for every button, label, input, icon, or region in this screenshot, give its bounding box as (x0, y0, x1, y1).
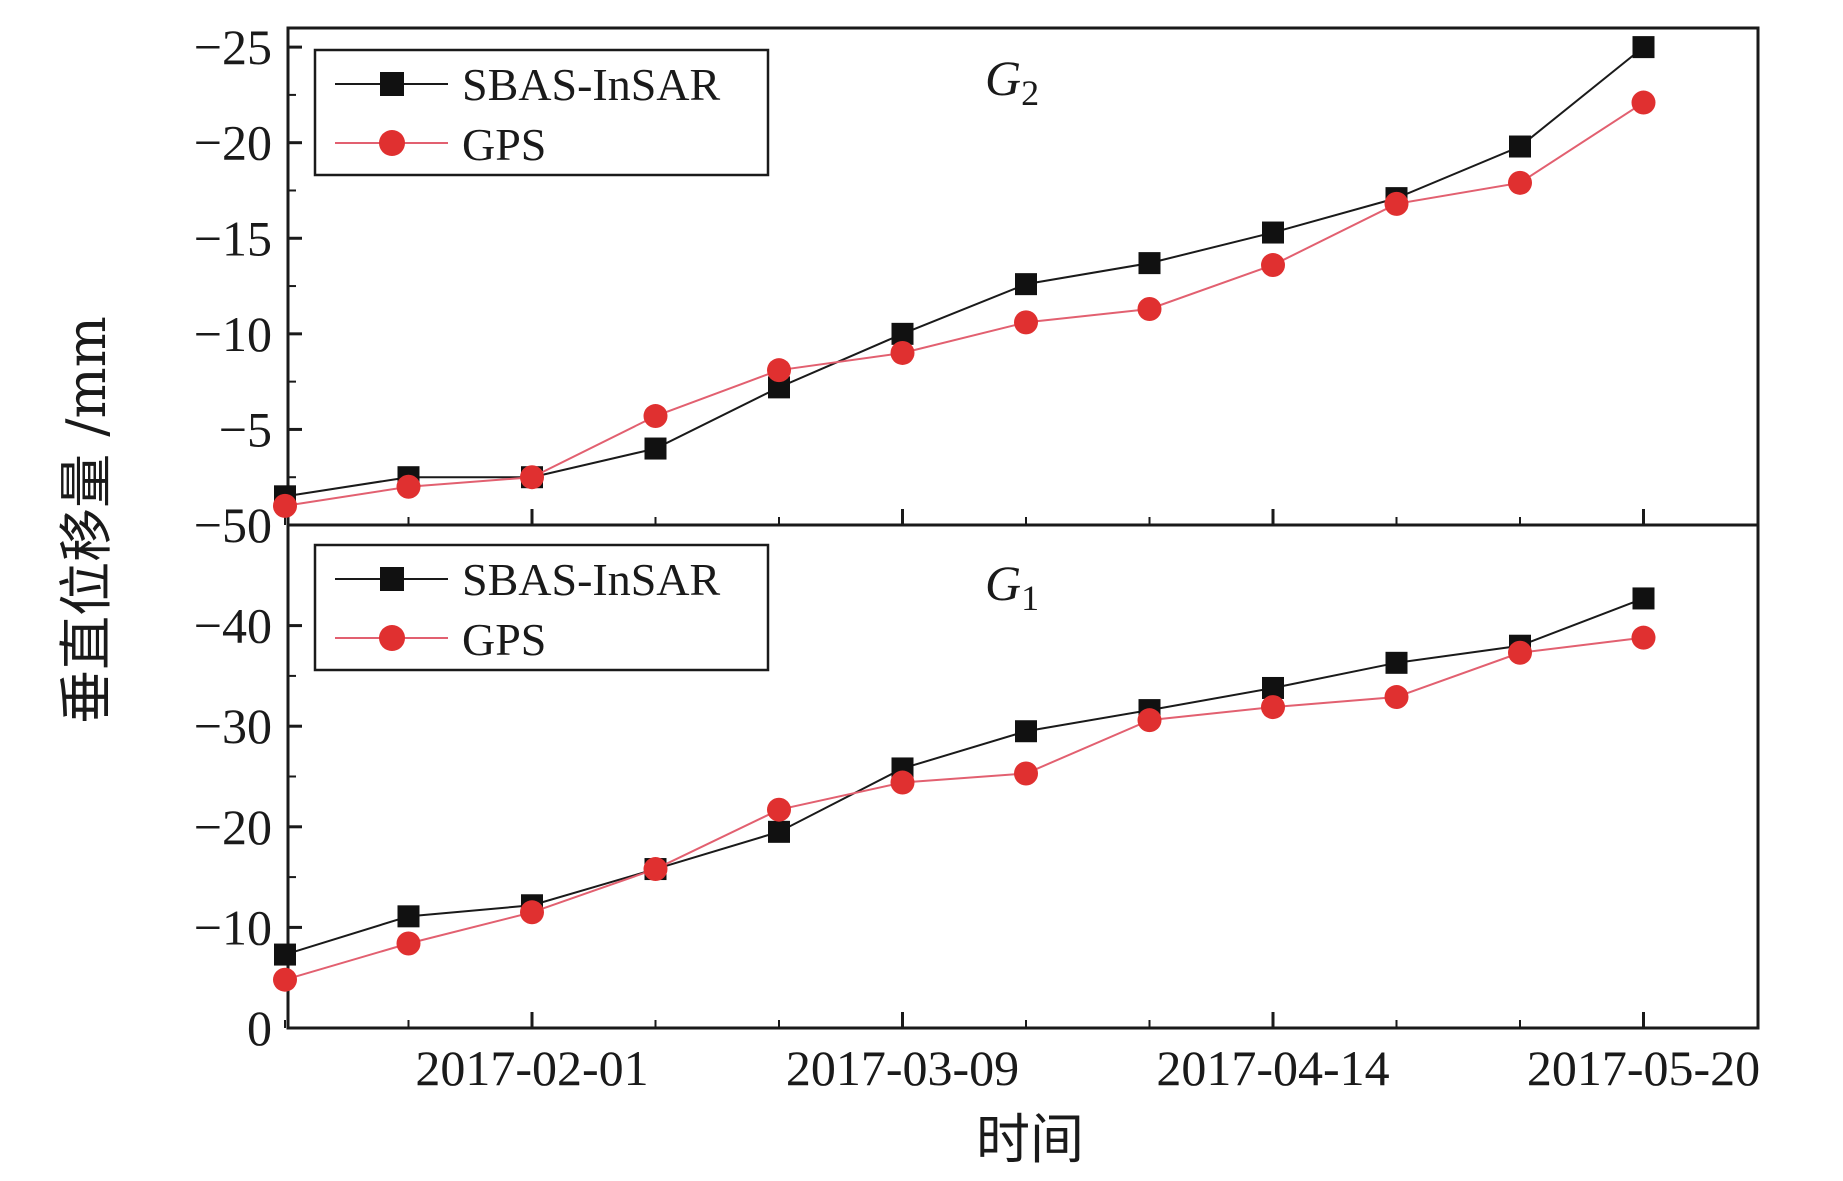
data-point-bottom-gps-2 (520, 900, 544, 925)
data-point-bottom-gps-7 (1137, 708, 1162, 733)
series-line-bottom-gps (284, 636, 1644, 981)
legend-top-marker-gps (379, 130, 405, 156)
data-point-bottom-gps-11 (1631, 625, 1656, 650)
data-point-top-sbas-11 (1632, 36, 1655, 59)
data-point-bottom-gps-5 (890, 770, 915, 795)
data-point-bottom-sbas-8 (1262, 676, 1284, 699)
data-point-top-sbas-4 (768, 376, 790, 399)
y-tick-label-bottom-1: −30 (194, 698, 272, 754)
data-point-top-gps-10 (1508, 170, 1532, 195)
legend-bottom: SBAS-InSAR GPS (313, 543, 770, 672)
data-point-top-gps-5 (890, 340, 915, 365)
data-point-bottom-sbas-9 (1385, 651, 1408, 674)
legend-top-marker-sbas (380, 72, 404, 96)
data-point-bottom-sbas-1 (397, 905, 420, 928)
x-tick-label-3: 2017-05-20 (1527, 1040, 1760, 1096)
y-tick-label-bottom-4: 0 (247, 1000, 272, 1056)
series-line-bottom-sbas-insar (284, 597, 1644, 956)
data-point-bottom-gps-9 (1384, 685, 1409, 710)
y-tick-label-bottom-2: −20 (194, 799, 272, 855)
y-tick-label-bottom-3: −10 (194, 899, 272, 955)
data-point-top-sbas-6 (1015, 273, 1037, 296)
legend-top-label-sbas: SBAS-InSAR (462, 59, 721, 110)
data-point-top-gps-0 (273, 493, 297, 518)
data-point-top-sbas-8 (1262, 221, 1284, 244)
series-line-top-gps (284, 101, 1645, 507)
x-tick-label-0: 2017-02-01 (415, 1040, 648, 1096)
data-point-top-gps-7 (1137, 296, 1162, 321)
station-label-bottom-letter: G (985, 555, 1021, 611)
y-tick-label-top-2: −15 (194, 210, 272, 266)
data-point-bottom-sbas-0 (274, 943, 296, 966)
y-axis-title: 垂直位移量 /mm (55, 316, 118, 724)
data-point-top-sbas-10 (1509, 135, 1531, 158)
data-point-top-sbas-3 (644, 437, 667, 460)
y-tick-label-top-0: −25 (194, 19, 272, 75)
data-point-top-gps-8 (1261, 253, 1285, 278)
data-point-bottom-sbas-11 (1632, 587, 1655, 610)
data-point-bottom-gps-1 (396, 931, 421, 956)
chart-marks: −25 −20 −15 −10 −5 −40 −30 −20 −10 0 2017-02-01 201… (194, 19, 1760, 1096)
legend-top: SBAS-InSAR GPS (313, 48, 770, 177)
legend-bottom-label-sbas: SBAS-InSAR (462, 554, 721, 605)
series-line-top-sbas-insar (284, 46, 1645, 498)
plot-frame (286, 26, 1760, 1030)
data-point-top-gps-9 (1384, 191, 1409, 216)
y-tick-label-top-4: −5 (219, 401, 272, 457)
data-point-bottom-sbas-4 (768, 820, 790, 843)
data-point-top-gps-2 (520, 465, 544, 490)
station-label-top-letter: G (985, 50, 1021, 106)
data-point-top-gps-11 (1631, 90, 1656, 115)
data-point-top-sbas-7 (1138, 252, 1161, 275)
data-point-top-gps-1 (396, 474, 421, 499)
legend-bottom-marker-sbas (380, 567, 404, 591)
x-tick-label-1: 2017-03-09 (786, 1040, 1019, 1096)
data-point-top-sbas-5 (891, 322, 914, 345)
data-point-top-gps-3 (643, 404, 668, 429)
y-tick-label-top-1: −20 (194, 115, 272, 171)
legend-top-label-gps: GPS (462, 119, 546, 170)
data-point-bottom-gps-3 (643, 857, 668, 882)
y-tick-label-bottom-0: −40 (194, 598, 272, 654)
data-point-bottom-gps-8 (1261, 695, 1285, 720)
x-axis-title: 时间 (976, 1108, 1084, 1171)
x-tick-label-2: 2017-04-14 (1156, 1040, 1389, 1096)
y-tick-label-top-3: −10 (194, 306, 272, 362)
y-tick-label-divider: −50 (194, 497, 272, 553)
data-point-bottom-gps-4 (767, 797, 791, 822)
data-point-top-gps-6 (1014, 310, 1038, 335)
legend-bottom-marker-gps (379, 625, 405, 651)
data-point-bottom-gps-0 (273, 967, 297, 992)
station-label-top: G2 (985, 50, 1039, 113)
station-label-top-sub: 2 (1021, 73, 1039, 113)
station-label-bottom-sub: 1 (1021, 578, 1039, 618)
data-point-bottom-gps-6 (1014, 761, 1038, 786)
data-point-bottom-sbas-6 (1015, 720, 1037, 743)
data-point-bottom-gps-10 (1508, 640, 1532, 665)
data-point-top-gps-4 (767, 358, 791, 383)
legend-bottom-label-gps: GPS (462, 614, 546, 665)
station-label-bottom: G1 (985, 555, 1039, 618)
